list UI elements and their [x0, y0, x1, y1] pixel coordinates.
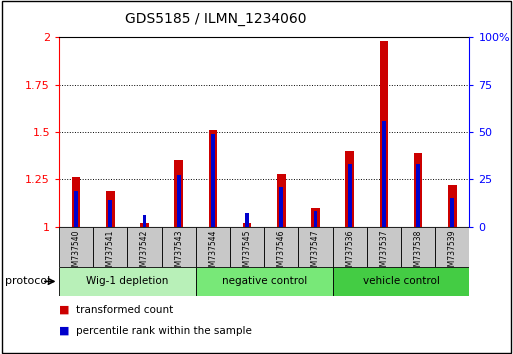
Text: negative control: negative control: [222, 276, 307, 286]
Bar: [209, 130, 217, 227]
Bar: [59, 227, 93, 267]
Bar: [162, 227, 196, 267]
Bar: [74, 190, 78, 227]
Bar: [450, 198, 454, 227]
Bar: [59, 267, 196, 296]
Bar: [313, 211, 318, 227]
Text: GSM737547: GSM737547: [311, 230, 320, 276]
Text: GSM737536: GSM737536: [345, 230, 354, 276]
Bar: [143, 215, 146, 227]
Bar: [243, 223, 251, 227]
Bar: [174, 160, 183, 227]
Bar: [230, 227, 264, 267]
Text: GSM737545: GSM737545: [243, 230, 251, 276]
Bar: [332, 227, 367, 267]
Text: GDS5185 / ILMN_1234060: GDS5185 / ILMN_1234060: [125, 12, 306, 27]
Bar: [245, 213, 249, 227]
Bar: [211, 134, 215, 227]
Bar: [401, 227, 435, 267]
Text: Wig-1 depletion: Wig-1 depletion: [86, 276, 169, 286]
Bar: [127, 227, 162, 267]
Text: GSM737541: GSM737541: [106, 230, 115, 276]
Bar: [196, 227, 230, 267]
Text: GSM737537: GSM737537: [380, 230, 388, 276]
Bar: [345, 151, 354, 227]
Bar: [414, 153, 422, 227]
Bar: [140, 223, 149, 227]
Text: GSM737544: GSM737544: [208, 230, 218, 276]
Bar: [277, 173, 286, 227]
Bar: [177, 176, 181, 227]
Bar: [367, 227, 401, 267]
Text: ■: ■: [59, 305, 69, 315]
Text: GSM737538: GSM737538: [413, 230, 423, 276]
Bar: [299, 227, 332, 267]
Text: GSM737539: GSM737539: [448, 230, 457, 276]
Bar: [311, 207, 320, 227]
Text: GSM737542: GSM737542: [140, 230, 149, 276]
Bar: [93, 227, 127, 267]
Text: GSM737543: GSM737543: [174, 230, 183, 276]
Bar: [196, 267, 332, 296]
Bar: [108, 200, 112, 227]
Text: protocol: protocol: [5, 276, 50, 286]
Text: vehicle control: vehicle control: [363, 276, 440, 286]
Bar: [106, 190, 114, 227]
Bar: [416, 164, 420, 227]
Bar: [380, 41, 388, 227]
Text: GSM737540: GSM737540: [72, 230, 81, 276]
Bar: [348, 164, 351, 227]
Bar: [332, 267, 469, 296]
Text: ■: ■: [59, 326, 69, 336]
Text: percentile rank within the sample: percentile rank within the sample: [76, 326, 252, 336]
Text: GSM737546: GSM737546: [277, 230, 286, 276]
Text: transformed count: transformed count: [76, 305, 173, 315]
Bar: [448, 185, 457, 227]
Bar: [435, 227, 469, 267]
Bar: [72, 177, 81, 227]
Bar: [280, 187, 283, 227]
Bar: [382, 120, 386, 227]
Bar: [264, 227, 299, 267]
